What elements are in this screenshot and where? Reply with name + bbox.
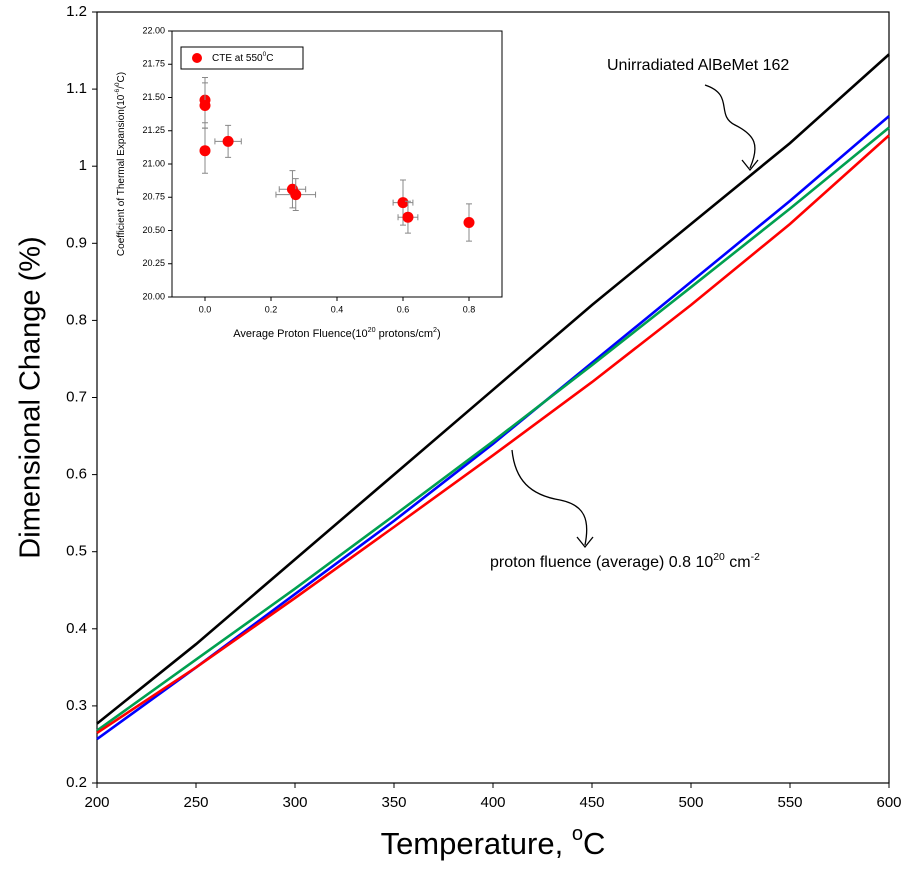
data-point — [199, 99, 211, 111]
annotation: Unirradiated AlBeMet 162 — [607, 57, 789, 74]
legend-label: CTE at 5500C — [212, 51, 273, 63]
text-part: C — [266, 53, 273, 64]
y-tick-label: 1.1 — [66, 80, 87, 97]
y-tick-label: 0.5 — [66, 543, 87, 560]
text-part: C — [583, 826, 605, 861]
arrow — [511, 449, 588, 546]
text-part: Temperature, — [381, 826, 572, 861]
x-axis-label: Temperature, oC — [381, 823, 606, 861]
y-tick-label: 20.25 — [142, 258, 165, 268]
y-axis-label: Coefficient of Thermal Expansion(10-6/0C… — [114, 72, 126, 256]
arrow — [704, 84, 756, 169]
y-tick-label: 21.50 — [142, 92, 165, 102]
y-tick-label: 0.8 — [66, 311, 87, 328]
y-tick-label: 21.00 — [142, 158, 165, 168]
y-tick-label: 0.2 — [66, 774, 87, 791]
data-point — [397, 197, 409, 209]
x-tick-label: 550 — [777, 794, 802, 811]
x-tick-label: 250 — [183, 794, 208, 811]
x-tick-label: 350 — [381, 794, 406, 811]
text-part: proton fluence (average) 0.8 10 — [490, 554, 713, 571]
data-point — [402, 211, 414, 223]
x-axis-label: Average Proton Fluence(1020 protons/cm2) — [233, 326, 440, 340]
text-part: Unirradiated AlBeMet 162 — [607, 57, 789, 74]
y-tick-label: 1.2 — [66, 3, 87, 20]
x-tick-label: 200 — [84, 794, 109, 811]
y-tick-label: 0.9 — [66, 234, 87, 251]
legend-marker — [192, 53, 202, 63]
text-part: Average Proton Fluence(10 — [233, 328, 367, 340]
superscript: -2 — [751, 552, 760, 563]
superscript: -6 — [114, 89, 121, 95]
data-line — [96, 134, 890, 734]
y-tick-label: 0.6 — [66, 466, 87, 483]
y-tick-label: 20.00 — [142, 291, 165, 301]
y-tick-label: 1 — [79, 157, 87, 174]
x-tick-label: 450 — [579, 794, 604, 811]
x-tick-label: 400 — [480, 794, 505, 811]
superscript: 0 — [114, 82, 121, 86]
x-tick-label: 0.0 — [199, 304, 212, 314]
superscript: 2 — [433, 326, 437, 334]
x-tick-label: 600 — [876, 794, 901, 811]
text-part: CTE at 550 — [212, 53, 263, 64]
data-point — [222, 135, 234, 147]
legend-box — [180, 46, 304, 70]
text-part: / — [116, 86, 127, 89]
superscript: 20 — [713, 552, 725, 563]
y-axis-label: Dimensional Change (%) — [15, 236, 47, 558]
text-part: ) — [437, 328, 441, 340]
superscript: o — [572, 823, 583, 845]
x-tick-label: 500 — [678, 794, 703, 811]
y-tick-label: 0.4 — [66, 620, 87, 637]
text-part: C) — [116, 72, 127, 83]
arrow-head — [741, 159, 759, 172]
y-tick-label: 0.3 — [66, 697, 87, 714]
x-tick-label: 0.4 — [331, 304, 344, 314]
superscript: 0 — [263, 51, 267, 58]
x-tick-label: 0.2 — [265, 304, 278, 314]
annotation: proton fluence (average) 0.8 1020 cm-2 — [490, 552, 760, 571]
x-tick-label: 300 — [282, 794, 307, 811]
data-point — [463, 217, 475, 229]
text-part: protons/cm — [376, 328, 433, 340]
x-tick-label: 0.8 — [463, 304, 476, 314]
data-point — [290, 189, 302, 201]
y-tick-label: 0.7 — [66, 388, 87, 405]
x-tick-label: 0.6 — [397, 304, 410, 314]
inset-frame — [171, 30, 503, 298]
text-part: cm — [725, 554, 751, 571]
data-line — [96, 126, 890, 732]
superscript: 20 — [368, 326, 376, 334]
data-point — [199, 145, 211, 157]
text-part: Coefficient of Thermal Expansion(10 — [116, 94, 127, 256]
arrow-head — [576, 536, 594, 549]
y-tick-label: 20.50 — [142, 225, 165, 235]
y-tick-label: 22.00 — [142, 25, 165, 35]
data-line — [96, 53, 890, 725]
y-tick-label: 20.75 — [142, 192, 165, 202]
y-tick-label: 21.25 — [142, 125, 165, 135]
y-tick-label: 21.75 — [142, 59, 165, 69]
